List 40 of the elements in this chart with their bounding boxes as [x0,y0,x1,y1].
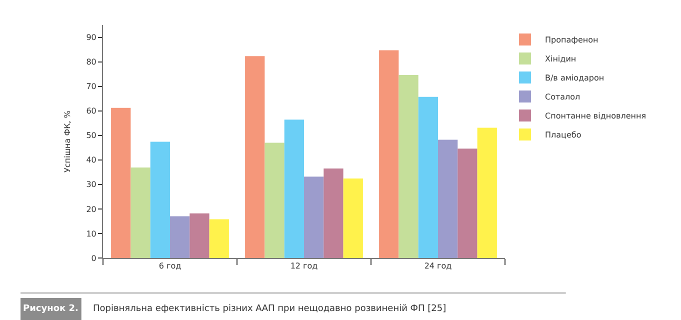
legend-label: Пропафенон [545,36,598,45]
text: Порівняльна ефективність різних ААП при нещодавно розвиненій ФП [25] [93,304,446,314]
text: Рисунок 2. [23,304,78,314]
y-tick-label: 10 [86,229,96,238]
legend-label: Плацебо [545,130,582,140]
y-tick-label: 20 [86,204,96,214]
bar [418,96,438,258]
y-tick-label: 30 [86,180,96,190]
bar [209,219,229,258]
bar [170,216,190,258]
bar [438,140,458,258]
x-tick-label: 12 год [290,262,318,271]
bar [343,178,363,258]
legend-label: Спонтанне відновлення [545,112,646,121]
x-tick-label: 6 год [158,262,182,271]
bar [304,176,324,258]
y-tick-label: 50 [86,131,96,140]
bar [111,108,131,258]
bar [245,56,265,258]
y-axis-title: Успішна ФК, % [62,110,72,172]
y-tick-label: 60 [86,106,96,116]
bar [477,128,497,258]
bar [379,50,399,258]
bar [264,142,284,258]
y-tick-label: 40 [86,156,96,165]
bar [398,75,418,258]
bar [458,148,478,258]
bar [130,168,150,258]
y-tick-label: 90 [86,33,96,42]
bar [324,168,344,258]
y-tick-label: 80 [86,58,96,67]
y-tick-label: 0 [91,254,96,263]
bar [190,213,210,258]
legend-label: В/в аміодарон [545,74,604,83]
x-tick-label: 24 год [424,262,452,271]
bar [150,142,170,258]
bar [284,120,304,258]
legend-label: Хінідин [545,54,576,64]
legend-label: Соталол [545,92,580,102]
y-tick-label: 70 [86,82,96,92]
